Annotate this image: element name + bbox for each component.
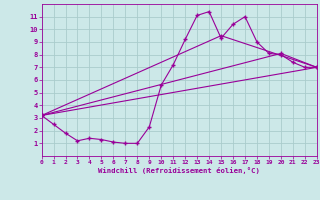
X-axis label: Windchill (Refroidissement éolien,°C): Windchill (Refroidissement éolien,°C) <box>98 167 260 174</box>
